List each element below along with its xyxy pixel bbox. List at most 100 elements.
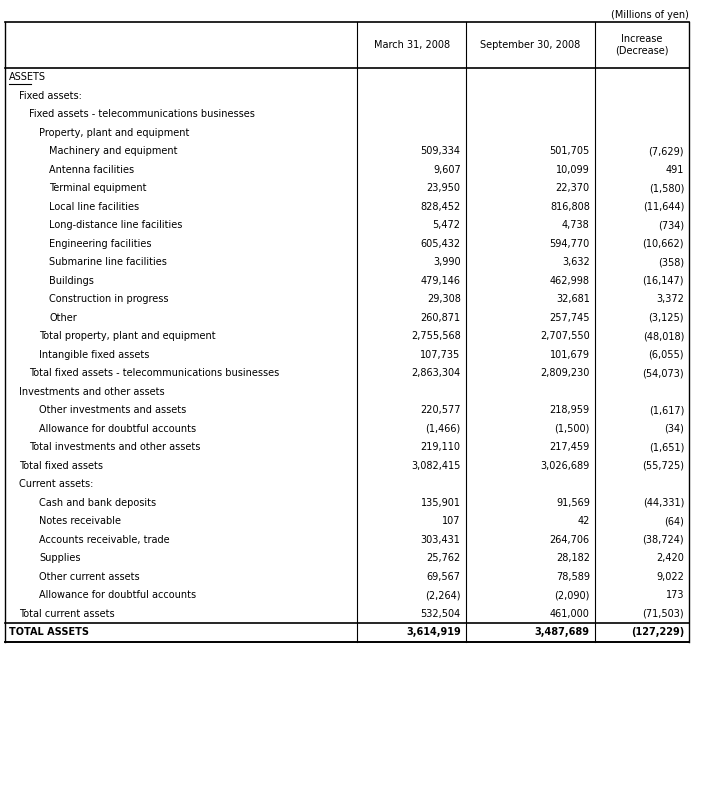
Text: 217,459: 217,459 (549, 442, 590, 452)
Text: Increase
(Decrease): Increase (Decrease) (615, 34, 668, 55)
Text: (71,503): (71,503) (642, 609, 684, 619)
Text: Property, plant and equipment: Property, plant and equipment (39, 128, 189, 138)
Text: (34): (34) (664, 424, 684, 434)
Text: (16,147): (16,147) (643, 276, 684, 286)
Text: (1,617): (1,617) (649, 406, 684, 415)
Text: (358): (358) (658, 257, 684, 267)
Text: 3,082,415: 3,082,415 (411, 461, 461, 470)
Text: Engineering facilities: Engineering facilities (49, 238, 152, 249)
Text: (11,644): (11,644) (643, 202, 684, 211)
Text: 28,182: 28,182 (556, 554, 590, 563)
Text: (7,629): (7,629) (649, 147, 684, 156)
Text: (54,073): (54,073) (642, 368, 684, 379)
Text: 5,472: 5,472 (433, 220, 461, 230)
Text: 173: 173 (666, 590, 684, 600)
Text: 10,099: 10,099 (556, 165, 590, 175)
Text: Accounts receivable, trade: Accounts receivable, trade (39, 535, 170, 545)
Text: (1,651): (1,651) (649, 442, 684, 452)
Text: 461,000: 461,000 (550, 609, 590, 619)
Text: March 31, 2008: March 31, 2008 (374, 40, 450, 50)
Text: Intangible fixed assets: Intangible fixed assets (39, 350, 149, 360)
Text: 491: 491 (666, 165, 684, 175)
Text: September 30, 2008: September 30, 2008 (480, 40, 581, 50)
Text: (Millions of yen): (Millions of yen) (611, 10, 689, 20)
Text: 91,569: 91,569 (556, 497, 590, 508)
Text: 23,950: 23,950 (427, 183, 461, 193)
Text: Fixed assets - telecommunications businesses: Fixed assets - telecommunications busine… (29, 109, 255, 120)
Text: Supplies: Supplies (39, 554, 81, 563)
Text: Allowance for doubtful accounts: Allowance for doubtful accounts (39, 424, 196, 434)
Text: (1,500): (1,500) (554, 424, 590, 434)
Text: 220,577: 220,577 (420, 406, 461, 415)
Text: Total property, plant and equipment: Total property, plant and equipment (39, 331, 216, 341)
Text: (2,090): (2,090) (554, 590, 590, 600)
Text: 32,681: 32,681 (556, 295, 590, 304)
Text: TOTAL ASSETS: TOTAL ASSETS (9, 627, 89, 638)
Text: Cash and bank deposits: Cash and bank deposits (39, 497, 156, 508)
Text: 22,370: 22,370 (556, 183, 590, 193)
Text: Local line facilities: Local line facilities (49, 202, 139, 211)
Text: 3,026,689: 3,026,689 (541, 461, 590, 470)
Text: (3,125): (3,125) (649, 313, 684, 323)
Text: 42: 42 (578, 516, 590, 526)
Text: 3,372: 3,372 (656, 295, 684, 304)
Text: Notes receivable: Notes receivable (39, 516, 121, 526)
Text: Other current assets: Other current assets (39, 572, 139, 582)
Text: Fixed assets:: Fixed assets: (19, 91, 82, 101)
Text: Buildings: Buildings (49, 276, 94, 286)
Text: 9,022: 9,022 (656, 572, 684, 582)
Text: 257,745: 257,745 (549, 313, 590, 323)
Text: 260,871: 260,871 (421, 313, 461, 323)
Text: (6,055): (6,055) (649, 350, 684, 360)
Text: 462,998: 462,998 (550, 276, 590, 286)
Text: Other investments and assets: Other investments and assets (39, 406, 186, 415)
Text: 218,959: 218,959 (549, 406, 590, 415)
Text: Antenna facilities: Antenna facilities (49, 165, 134, 175)
Text: (48,018): (48,018) (643, 331, 684, 341)
Text: 828,452: 828,452 (421, 202, 461, 211)
Text: ASSETS: ASSETS (9, 72, 46, 82)
Text: 69,567: 69,567 (427, 572, 461, 582)
Text: 101,679: 101,679 (550, 350, 590, 360)
Text: 264,706: 264,706 (549, 535, 590, 545)
Text: 816,808: 816,808 (550, 202, 590, 211)
Text: 303,431: 303,431 (421, 535, 461, 545)
Text: 2,809,230: 2,809,230 (540, 368, 590, 379)
Text: (55,725): (55,725) (642, 461, 684, 470)
Text: Submarine line facilities: Submarine line facilities (49, 257, 167, 267)
Text: Total current assets: Total current assets (19, 609, 115, 619)
Text: Total fixed assets - telecommunications businesses: Total fixed assets - telecommunications … (29, 368, 279, 379)
Text: 3,990: 3,990 (433, 257, 461, 267)
Text: (44,331): (44,331) (643, 497, 684, 508)
Text: Terminal equipment: Terminal equipment (49, 183, 147, 193)
Text: Other: Other (49, 313, 76, 323)
Text: 2,755,568: 2,755,568 (411, 331, 461, 341)
Text: 509,334: 509,334 (421, 147, 461, 156)
Text: 501,705: 501,705 (549, 147, 590, 156)
Text: 25,762: 25,762 (426, 554, 461, 563)
Text: Machinery and equipment: Machinery and equipment (49, 147, 178, 156)
Text: 2,863,304: 2,863,304 (411, 368, 461, 379)
Text: 605,432: 605,432 (421, 238, 461, 249)
Text: (1,580): (1,580) (649, 183, 684, 193)
Text: 3,632: 3,632 (562, 257, 590, 267)
Text: 2,707,550: 2,707,550 (540, 331, 590, 341)
Text: 78,589: 78,589 (556, 572, 590, 582)
Text: (734): (734) (658, 220, 684, 230)
Text: 29,308: 29,308 (427, 295, 461, 304)
Text: Total investments and other assets: Total investments and other assets (29, 442, 200, 452)
Text: (64): (64) (664, 516, 684, 526)
Text: 219,110: 219,110 (421, 442, 461, 452)
Text: 135,901: 135,901 (421, 497, 461, 508)
Text: (127,229): (127,229) (631, 627, 684, 638)
Text: (38,724): (38,724) (642, 535, 684, 545)
Text: 479,146: 479,146 (421, 276, 461, 286)
Text: Long-distance line facilities: Long-distance line facilities (49, 220, 183, 230)
Text: (2,264): (2,264) (426, 590, 461, 600)
Text: 532,504: 532,504 (421, 609, 461, 619)
Text: Investments and other assets: Investments and other assets (19, 386, 165, 397)
Text: Total fixed assets: Total fixed assets (19, 461, 103, 470)
Text: Allowance for doubtful accounts: Allowance for doubtful accounts (39, 590, 196, 600)
Text: 4,738: 4,738 (562, 220, 590, 230)
Text: 594,770: 594,770 (549, 238, 590, 249)
